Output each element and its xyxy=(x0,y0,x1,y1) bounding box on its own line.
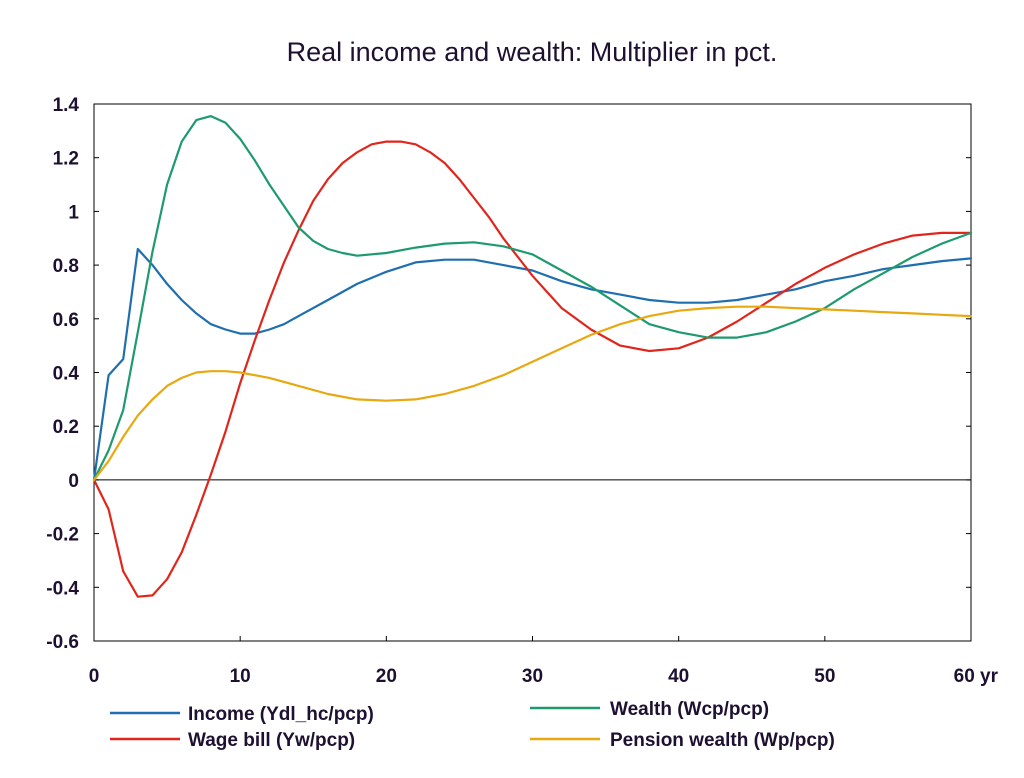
y-tick-label: 1.4 xyxy=(53,95,80,116)
x-tick-label: 0 xyxy=(89,666,100,687)
plot-area xyxy=(93,103,972,642)
y-tick-label: -0.2 xyxy=(46,525,79,546)
y-tick-label: 0.4 xyxy=(53,364,80,385)
y-axis: -0.6 -0.4 -0.2 0 0.2 0.4 0.6 0.8 1 1.2 1.4 xyxy=(46,95,971,653)
x-tick-label: 20 xyxy=(376,666,397,687)
chart-title: Real income and wealth: Multiplier in pc… xyxy=(287,37,778,67)
legend-label: Pension wealth (Wp/pcp) xyxy=(610,730,835,751)
y-tick-label: 0.8 xyxy=(53,256,79,277)
x-tick-label: 10 xyxy=(230,666,251,687)
y-tick-label: 0 xyxy=(68,471,79,492)
legend-label: Wage bill (Yw/pcp) xyxy=(188,730,355,751)
series-line xyxy=(92,247,973,481)
x-tick-label: 40 xyxy=(668,666,689,687)
y-tick-label: 1 xyxy=(68,202,79,223)
series-line xyxy=(92,140,973,598)
x-tick-label: 30 xyxy=(522,666,543,687)
x-tick-label: 60 yr xyxy=(954,666,999,687)
y-tick-label: 0.2 xyxy=(53,417,79,438)
legend-label: Income (Ydl_hc/pcp) xyxy=(188,704,374,725)
series-lines xyxy=(92,115,973,598)
legend-label: Wealth (Wcp/pcp) xyxy=(610,699,769,720)
x-tick-label: 50 xyxy=(814,666,835,687)
y-tick-label: 1.2 xyxy=(53,149,79,170)
x-axis: 0 10 20 30 40 50 60 yr xyxy=(89,636,999,687)
legend: Income (Ydl_hc/pcp) Wage bill (Yw/pcp) Wea… xyxy=(110,699,835,751)
series-line xyxy=(92,115,973,481)
y-tick-label: 0.6 xyxy=(53,310,79,331)
y-tick-label: -0.4 xyxy=(46,578,79,599)
y-tick-label: -0.6 xyxy=(46,632,79,653)
series-line xyxy=(92,305,973,481)
